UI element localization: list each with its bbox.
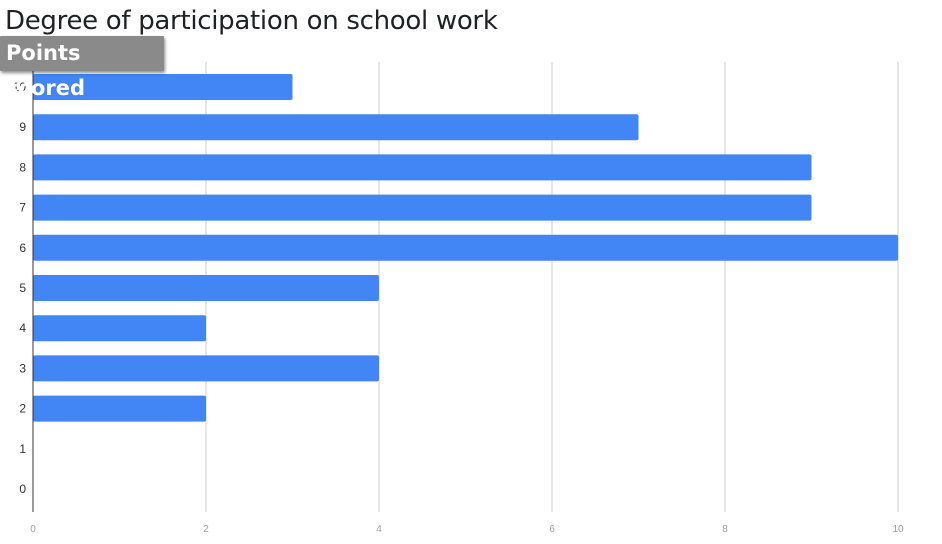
- bar: [33, 234, 898, 261]
- y-tick-label: 10: [13, 80, 27, 94]
- y-tick-label: 5: [19, 281, 26, 295]
- y-tick-label: 1: [19, 442, 26, 456]
- x-tick-label: 0: [30, 524, 36, 535]
- bar: [33, 74, 293, 100]
- x-tick-label: 8: [722, 524, 728, 535]
- y-tick-label: 6: [19, 241, 26, 255]
- y-tick-label: 9: [19, 120, 26, 134]
- bar: [33, 154, 812, 181]
- y-tick-labels: 109876543210: [13, 80, 27, 496]
- chart-title: Degree of participation on school work: [5, 6, 498, 36]
- y-tick-label: 2: [19, 402, 26, 416]
- x-tick-labels: 0 2 4 6 8 10: [30, 524, 904, 535]
- bar: [33, 275, 379, 301]
- x-tick-label: 4: [376, 524, 382, 535]
- bar: [33, 194, 812, 221]
- bar: [33, 395, 206, 422]
- y-tick-label: 3: [19, 361, 26, 375]
- y-tick-label: 0: [19, 482, 26, 496]
- y-axis-label: Points scored: [0, 36, 164, 100]
- bar: [33, 315, 206, 342]
- y-tick-label: 7: [19, 201, 26, 215]
- bar: [33, 114, 639, 141]
- bar: [33, 355, 379, 382]
- x-tick-label: 6: [549, 524, 555, 535]
- x-tick-label: 2: [203, 524, 209, 535]
- y-tick-label: 4: [19, 321, 26, 335]
- y-tick-label: 8: [19, 160, 26, 174]
- x-tick-label: 10: [892, 524, 904, 535]
- bars: [33, 74, 898, 422]
